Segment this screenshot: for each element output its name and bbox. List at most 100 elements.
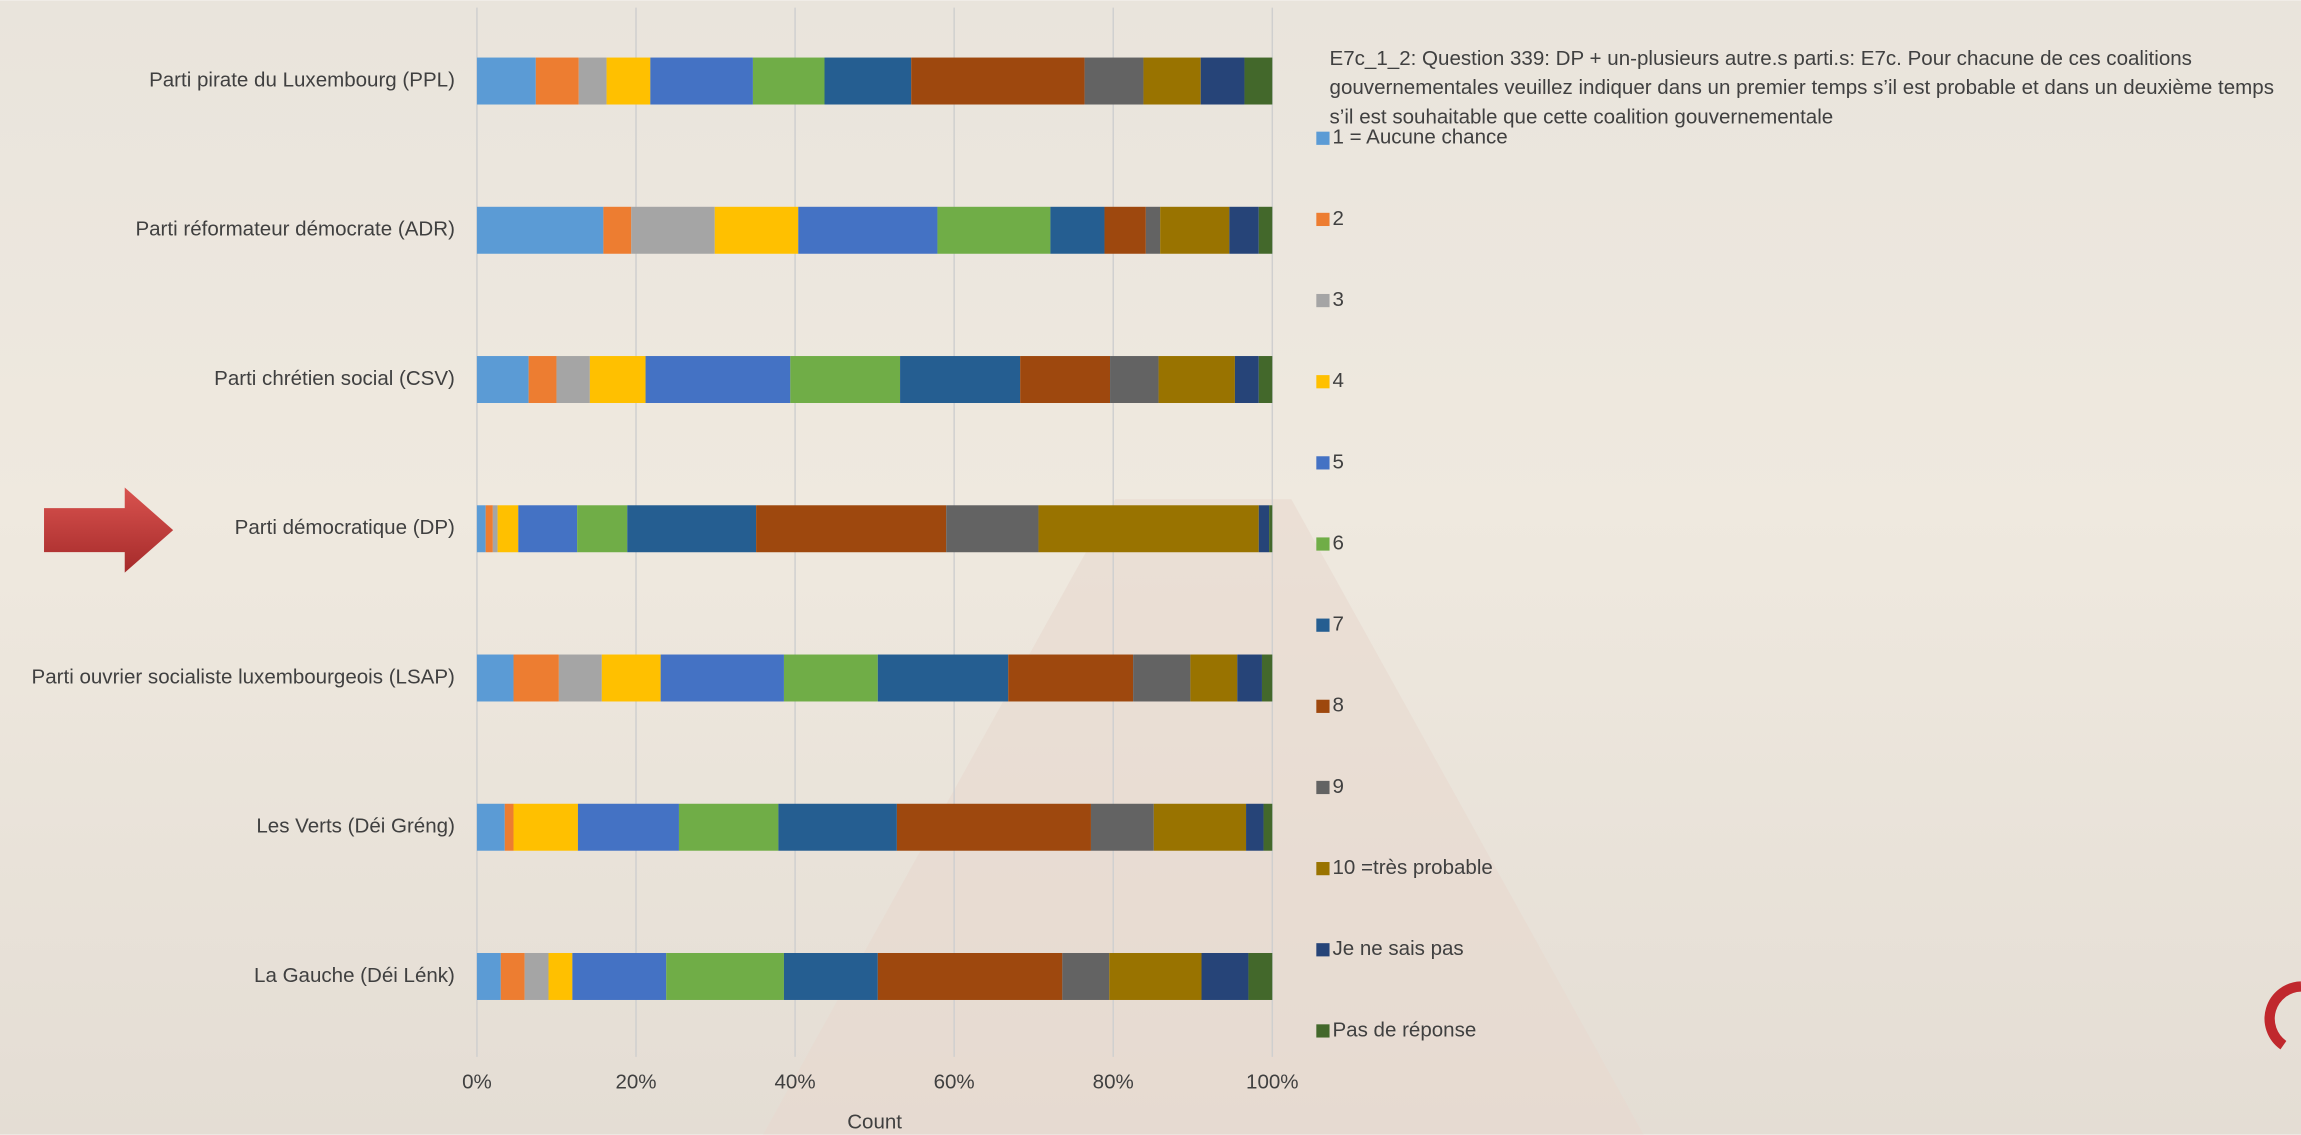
bar-segment [1158,356,1235,403]
bar-segment [824,57,912,105]
legend-title-box: E7c_1_2: Question 339: DP + un-plusieurs… [1329,45,2274,128]
bar-segment [900,356,1021,403]
bar-segment [476,803,505,851]
legend-swatch [1316,699,1330,713]
bar-segment [1263,803,1273,851]
bar-segment [1109,953,1202,1000]
bar-segment [1020,356,1111,403]
bar-segment [756,505,947,553]
bar-segment [896,803,1091,851]
logo [2264,981,2301,1050]
y-tick-label: Les Verts (Déi Gréng) [256,815,455,838]
bar-segment [911,57,1085,105]
legend-swatch [1316,618,1330,632]
bar-segment [631,206,715,254]
bar-segment [589,356,646,403]
legend-swatch [1316,537,1330,551]
bar-segment [476,654,514,702]
bar-segment [556,356,590,403]
bar-segment [497,505,519,553]
bar-segment [877,654,1009,702]
bar-segment [1244,57,1273,105]
bar-segment [650,57,753,105]
legend-swatch [1316,375,1330,389]
legend-label: 5 [1332,450,1343,473]
bar-segment [577,505,628,553]
legend-label: 3 [1332,288,1343,311]
bar-segment [1160,206,1230,254]
legend-label: 10 =très probable [1332,856,1492,879]
bar-segment [783,953,878,1000]
bar-segment [485,505,493,553]
legend-title: E7c_1_2: Question 339: DP + un-plusieurs… [1329,45,2274,128]
legend-swatch [1316,780,1330,795]
bar-segment [678,803,779,851]
bar-segment [1038,505,1259,553]
bar-segment [937,206,1051,254]
bar-segment [1229,206,1259,254]
legend-swatch [1316,131,1330,145]
bar-segment [535,57,579,105]
bar-segment [476,206,604,254]
bar-segment [752,57,825,105]
x-tick-label: 80% [1093,1071,1134,1094]
bar-segment [513,654,559,702]
bar-segment [1246,803,1264,851]
bar-segment [1145,206,1161,254]
bar-segment [558,654,602,702]
bar-segment [1062,953,1110,1000]
bar-segment [1234,356,1259,403]
legend-swatch [1316,1024,1330,1038]
bar-segment [1110,356,1159,403]
bar-segment [1269,505,1273,553]
y-tick-label: Parti réformateur démocrate (ADR) [135,218,454,241]
x-tick-label: 0% [462,1071,492,1094]
bar-segment [601,654,661,702]
bar-segment [1008,654,1134,702]
bar-segment [627,505,757,553]
legend-label: Pas de réponse [1332,1018,1476,1041]
bar-segment [1237,654,1262,702]
bar-segment [1200,57,1245,105]
bar-segment [572,953,667,1000]
y-tick-label: Parti chrétien social (CSV) [214,367,455,390]
legend-label: Je ne sais pas [1332,937,1463,960]
bar-segment [1201,953,1249,1000]
bar-segment [1133,654,1191,702]
bar-segment [476,356,529,403]
bar-segment [660,654,784,702]
bar-segment [946,505,1039,553]
pointer-arrow [44,487,174,573]
bar-segment [504,803,514,851]
legend-swatch [1316,293,1330,308]
bar-segment [1248,953,1273,1000]
bar-segment [476,505,486,553]
y-tick-label: Parti ouvrier socialiste luxembourgeois … [32,665,455,688]
bar-segment [1143,57,1201,105]
legend-swatch [1316,456,1330,470]
bar-segment [1190,654,1238,702]
y-tick-label: La Gauche (Déi Lénk) [254,964,455,987]
legend-label: 9 [1332,775,1343,798]
bar-segment [645,356,791,403]
bar-segment [1084,57,1144,105]
bar-segment [783,654,878,702]
bar-segment [518,505,578,553]
legend-label: 8 [1332,694,1343,717]
legend-label: 6 [1332,531,1343,554]
bar-segment [548,953,573,1000]
legend-swatch [1316,862,1330,876]
bar-segment [877,953,1063,1000]
bar-segment [577,803,679,851]
legend-swatch [1316,212,1330,227]
bar-segment [1090,803,1154,851]
bar-segment [528,356,557,403]
bar-segment [1258,505,1270,553]
legend-label: 1 = Aucune chance [1332,126,1507,149]
bar-segment [476,57,536,105]
bar-segment [606,57,651,105]
bar-segment [578,57,607,105]
bar-segment [714,206,799,254]
legend-swatch [1316,943,1330,957]
